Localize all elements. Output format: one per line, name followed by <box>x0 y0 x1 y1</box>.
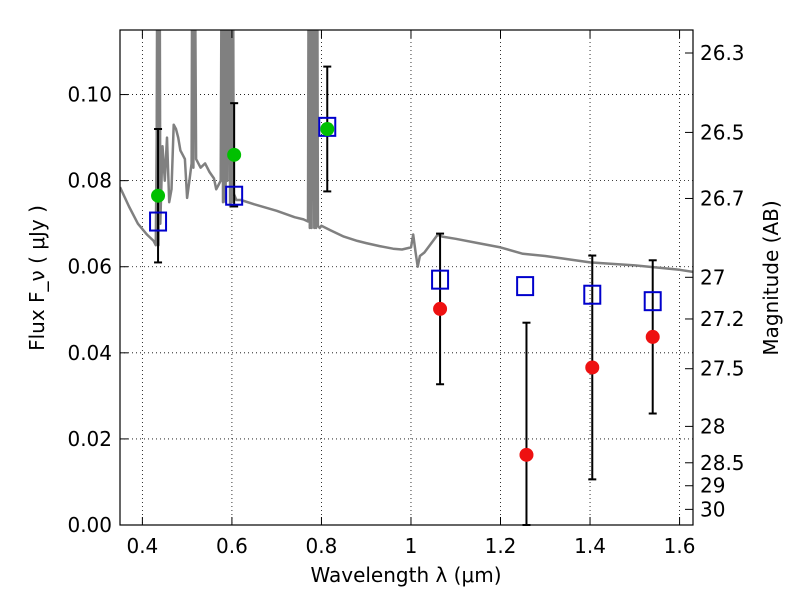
open-square-marker <box>643 291 662 312</box>
right-axis-label: Magnitude (AB) <box>759 200 783 355</box>
x-tick-label: 0.4 <box>126 534 158 558</box>
magnitude-tick-label: 28.5 <box>700 451 745 475</box>
filled-circle-marker <box>585 360 600 375</box>
filled-circle-marker <box>519 447 534 462</box>
magnitude-tick-label: 27.2 <box>700 307 745 331</box>
filled-circle-marker <box>645 329 660 344</box>
magnitude-tick-label: 26.3 <box>700 41 745 65</box>
magnitude-tick-label: 27.5 <box>700 357 745 381</box>
open-square-marker <box>431 269 450 290</box>
grid-lines <box>120 30 693 526</box>
y-tick-label: 0.00 <box>67 513 112 537</box>
filled-circle-marker <box>151 188 166 203</box>
magnitude-tick-label: 30 <box>700 497 725 521</box>
plot-frame <box>119 29 694 526</box>
open-square-marker <box>225 185 244 206</box>
x-axis-label: Wavelength λ (μm) <box>310 563 501 587</box>
filled-circle-marker <box>433 301 448 316</box>
plot-area <box>120 30 693 274</box>
y-tick-label: 0.10 <box>67 83 112 107</box>
x-tick-label: 1 <box>405 534 418 558</box>
y-axis-label: Flux F_ν ( μJy ) <box>25 205 49 351</box>
y-tick-label: 0.06 <box>67 255 112 279</box>
y-tick-label: 0.04 <box>67 341 112 365</box>
x-tick-label: 0.8 <box>306 534 338 558</box>
x-tick-label: 0.6 <box>216 534 248 558</box>
magnitude-tick-label: 28 <box>700 414 725 438</box>
magnitude-tick-label: 26.7 <box>700 186 745 210</box>
open-square-marker <box>516 276 535 297</box>
magnitude-tick-label: 27 <box>700 265 725 289</box>
model-spectrum-line <box>120 30 693 274</box>
magnitude-tick-label: 26.5 <box>700 120 745 144</box>
data-markers <box>149 116 662 462</box>
open-square-marker <box>149 211 168 232</box>
x-tick-label: 1.4 <box>574 534 606 558</box>
x-tick-label: 1.6 <box>664 534 696 558</box>
axis-ticks: 0.4 0.6 0.8 1 1.2 1.4 1.6 0.00 0.02 0.04 0.06 0.08 0… <box>67 30 745 558</box>
y-tick-label: 0.02 <box>67 427 112 451</box>
x-tick-label: 1.2 <box>485 534 517 558</box>
y-tick-label: 0.08 <box>67 169 112 193</box>
open-square-marker <box>583 284 602 305</box>
error-bars <box>154 65 657 526</box>
magnitude-tick-label: 29 <box>700 474 725 498</box>
filled-circle-marker <box>320 122 335 136</box>
filled-circle-marker <box>227 147 242 162</box>
